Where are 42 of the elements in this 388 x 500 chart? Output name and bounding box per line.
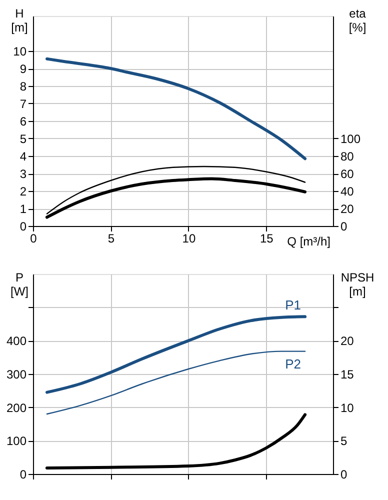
line-series <box>45 413 307 470</box>
y2-tick-label: 10 <box>340 400 354 415</box>
y2-tick-label: 15 <box>340 368 354 382</box>
y2-tick-label: 60 <box>340 167 354 181</box>
y-tick-label: 400 <box>6 334 27 348</box>
x-tick-label: 5 <box>108 232 115 246</box>
y2-tick-label: 0 <box>340 220 348 234</box>
y-tick-label: 7 <box>20 97 27 111</box>
y2-tick-label: 80 <box>340 150 354 164</box>
y-tick-label: 200 <box>6 400 27 415</box>
y2-tick-label: 0 <box>340 468 348 482</box>
y-tick-label: 10 <box>13 44 27 58</box>
y-tick-label: 6 <box>20 114 27 128</box>
y-axis-title: H [m] <box>11 6 28 34</box>
y2-tick-label: 20 <box>340 334 354 348</box>
y2-tick-label: 5 <box>340 434 348 448</box>
y2-tick-label: 100 <box>340 132 361 146</box>
y-tick-label: 0 <box>20 468 27 482</box>
y2-axis-title: eta [%] <box>348 6 366 34</box>
x-tick-label: 0 <box>30 232 38 246</box>
y-tick-label: 5 <box>20 132 27 146</box>
x-axis-title: Q [m³/h] <box>287 234 330 248</box>
y2-axis-title: NPSH [m] <box>340 270 374 298</box>
y-tick-label: 300 <box>6 368 27 382</box>
series-label: P1 <box>285 298 302 313</box>
x-tick-label: 10 <box>182 232 196 246</box>
y2-tick-label: 40 <box>340 184 354 198</box>
y-tick-label: 2 <box>20 184 27 198</box>
y-tick-label: 3 <box>20 167 27 181</box>
y-tick-label: 8 <box>20 80 27 94</box>
line-series <box>46 350 306 415</box>
y-tick-label: 1 <box>20 202 27 216</box>
series-label: P2 <box>285 356 302 372</box>
y-tick-label: 9 <box>20 62 27 76</box>
line-series <box>45 57 307 160</box>
y2-tick-label: 20 <box>340 202 354 216</box>
line-series <box>45 315 307 394</box>
y-tick-label: 4 <box>20 150 27 164</box>
y-tick-label: 100 <box>6 434 27 448</box>
y-axis-title: P [W] <box>10 270 28 298</box>
y-tick-label: 0 <box>20 220 27 234</box>
x-tick-label: 15 <box>260 232 274 246</box>
